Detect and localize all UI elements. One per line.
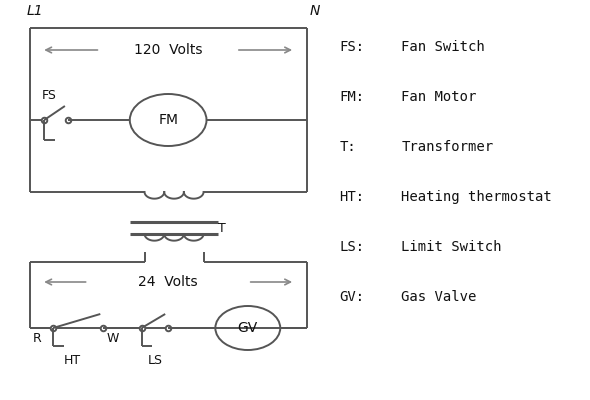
Text: FS: FS bbox=[41, 89, 56, 102]
Text: FM: FM bbox=[158, 113, 178, 127]
Text: FM:: FM: bbox=[339, 90, 365, 104]
Text: Gas Valve: Gas Valve bbox=[401, 290, 477, 304]
Text: 120  Volts: 120 Volts bbox=[134, 43, 202, 57]
Text: T:: T: bbox=[339, 140, 356, 154]
Text: GV: GV bbox=[238, 321, 258, 335]
Text: T: T bbox=[218, 222, 226, 234]
Text: Fan Switch: Fan Switch bbox=[401, 40, 485, 54]
Text: N: N bbox=[310, 4, 320, 18]
Text: HT: HT bbox=[64, 354, 81, 367]
Text: LS: LS bbox=[148, 354, 162, 367]
Text: Transformer: Transformer bbox=[401, 140, 493, 154]
Text: GV:: GV: bbox=[339, 290, 365, 304]
Text: W: W bbox=[106, 332, 119, 345]
Text: R: R bbox=[32, 332, 41, 345]
Text: Limit Switch: Limit Switch bbox=[401, 240, 502, 254]
Text: HT:: HT: bbox=[339, 190, 365, 204]
Text: 24  Volts: 24 Volts bbox=[138, 275, 198, 289]
Text: LS:: LS: bbox=[339, 240, 365, 254]
Text: Heating thermostat: Heating thermostat bbox=[401, 190, 552, 204]
Text: FS:: FS: bbox=[339, 40, 365, 54]
Text: L1: L1 bbox=[27, 4, 43, 18]
Text: Fan Motor: Fan Motor bbox=[401, 90, 477, 104]
